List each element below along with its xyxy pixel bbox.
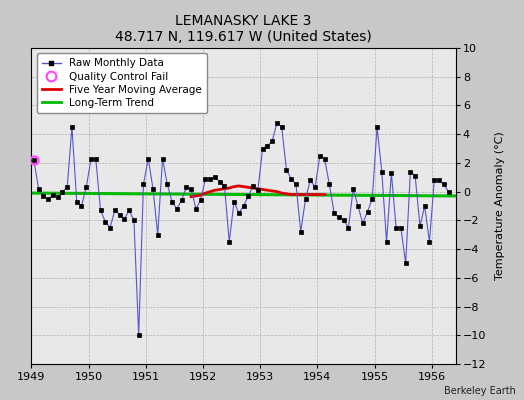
Text: Berkeley Earth: Berkeley Earth: [444, 386, 516, 396]
Title: LEMANASKY LAKE 3
48.717 N, 119.617 W (United States): LEMANASKY LAKE 3 48.717 N, 119.617 W (Un…: [115, 14, 372, 44]
Legend: Raw Monthly Data, Quality Control Fail, Five Year Moving Average, Long-Term Tren: Raw Monthly Data, Quality Control Fail, …: [37, 53, 207, 113]
Y-axis label: Temperature Anomaly (°C): Temperature Anomaly (°C): [495, 132, 505, 280]
